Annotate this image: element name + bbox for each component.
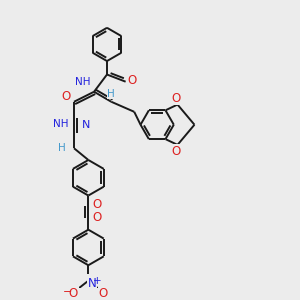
- Text: H: H: [58, 143, 65, 153]
- Text: N: N: [87, 277, 96, 290]
- Text: O: O: [92, 211, 102, 224]
- Text: −: −: [63, 286, 72, 297]
- Text: O: O: [172, 145, 181, 158]
- Text: O: O: [99, 286, 108, 300]
- Text: NH: NH: [53, 119, 68, 129]
- Text: H: H: [107, 89, 115, 99]
- Text: O: O: [172, 92, 181, 105]
- Text: +: +: [93, 276, 101, 286]
- Text: O: O: [61, 90, 70, 103]
- Text: O: O: [69, 286, 78, 300]
- Text: O: O: [92, 198, 102, 211]
- Text: O: O: [127, 74, 136, 87]
- Text: NH: NH: [75, 77, 90, 87]
- Text: N: N: [82, 120, 91, 130]
